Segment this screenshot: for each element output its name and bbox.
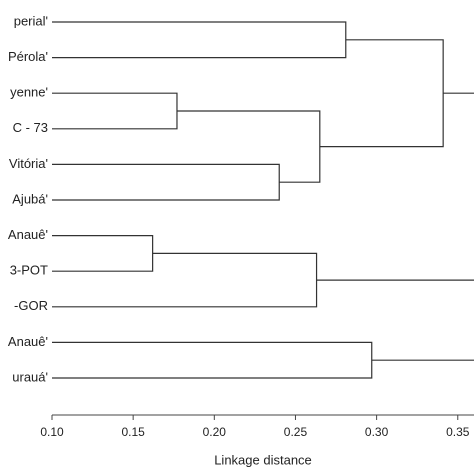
branch (52, 252, 318, 308)
x-tick-label: 0.25 (284, 425, 308, 439)
x-tick-label: 0.10 (40, 425, 64, 439)
leaf-label: Pérola' (8, 49, 48, 64)
leaf-label: 3-POT (10, 263, 48, 278)
leaf-label: C - 73 (13, 120, 48, 135)
branch (52, 235, 154, 272)
branch (52, 21, 347, 59)
branch (52, 92, 178, 130)
leaf-label: Ajubá' (12, 191, 48, 206)
x-tick-label: 0.15 (121, 425, 145, 439)
branch (52, 341, 373, 379)
branch (176, 110, 321, 183)
x-tick-label: 0.35 (446, 425, 470, 439)
leaf-label: perial' (14, 13, 48, 28)
branch (52, 163, 280, 201)
x-axis-label: Linkage distance (214, 452, 312, 467)
branch (319, 39, 444, 148)
x-tick-label: 0.30 (365, 425, 389, 439)
x-tick-label: 0.20 (203, 425, 227, 439)
leaf-label: -GOR (14, 298, 48, 313)
leaf-label: Anauê' (8, 334, 48, 349)
leaf-label: Vitória' (9, 156, 48, 171)
leaf-label: Anauê' (8, 227, 48, 242)
leaf-label: yenne' (10, 85, 48, 100)
leaf-label: urauá' (12, 369, 48, 384)
